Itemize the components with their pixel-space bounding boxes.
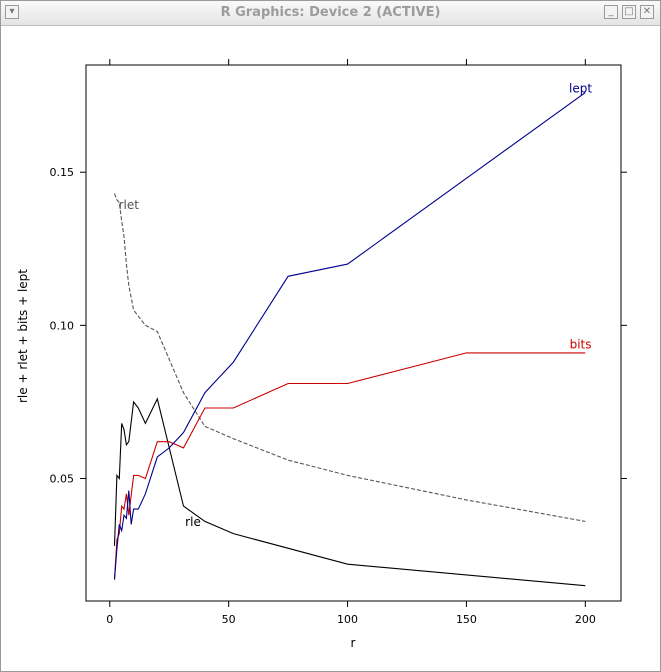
minimize-button[interactable]: _ xyxy=(604,5,618,19)
window-menu-icon: ▾ xyxy=(9,6,15,17)
plot-frame xyxy=(85,64,622,602)
window-menu-button[interactable]: ▾ xyxy=(5,5,19,19)
y-axis-label: rle + rlet + bits + lept xyxy=(16,269,30,403)
series-label-rle: rle xyxy=(185,515,201,529)
close-button[interactable]: ✕ xyxy=(640,5,654,19)
close-icon: ✕ xyxy=(642,6,652,17)
x-axis-label: r xyxy=(351,636,356,650)
series-line-bits xyxy=(113,352,586,580)
maximize-button[interactable]: □ xyxy=(622,5,636,19)
x-tick-label: 150 xyxy=(456,613,477,626)
y-tick-label: 0.05 xyxy=(50,472,75,485)
series-line-lept xyxy=(113,92,586,580)
series-line-rle xyxy=(113,397,586,587)
minimize-icon: _ xyxy=(608,6,614,17)
window-title: R Graphics: Device 2 (ACTIVE) xyxy=(220,5,441,20)
x-tick-label: 100 xyxy=(337,613,358,626)
y-tick-label: 0.15 xyxy=(50,166,75,179)
series-label-rlet: rlet xyxy=(119,198,140,212)
series-line-rlet xyxy=(113,193,586,522)
chart: 0 50 100 150 200 0.05 0.10 0.15 rle rlet bits lept… xyxy=(16,59,627,650)
title-bar[interactable]: ▾ R Graphics: Device 2 (ACTIVE) _ □ ✕ xyxy=(1,1,660,26)
x-tick-label: 200 xyxy=(575,613,596,626)
maximize-icon: □ xyxy=(624,6,634,17)
series-label-lept: lept xyxy=(569,82,592,96)
y-tick-label: 0.10 xyxy=(50,319,75,332)
series-label-bits: bits xyxy=(570,337,592,351)
x-tick-label: 50 xyxy=(222,613,236,626)
x-tick-label: 0 xyxy=(106,613,113,626)
